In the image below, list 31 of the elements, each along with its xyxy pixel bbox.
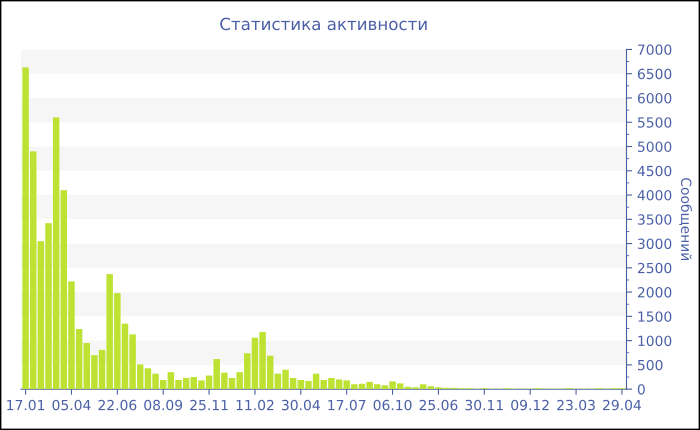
y-axis-title: Сообщений xyxy=(679,178,692,260)
chart-title: Статистика активности xyxy=(220,18,427,30)
y-tick-label: 6500 xyxy=(638,68,672,80)
x-tick-label: 05.04 xyxy=(52,400,91,410)
x-tick-label: 08.09 xyxy=(144,400,182,410)
y-tick-label: 1500 xyxy=(638,311,672,322)
y-tick-label: 500 xyxy=(638,360,663,370)
y-tick-label: 4500 xyxy=(638,166,672,176)
x-tick-label: 25.06 xyxy=(420,400,458,410)
y-tick-label: 2500 xyxy=(638,262,672,274)
y-tick-label: 4000 xyxy=(638,190,672,201)
x-tick-label: 06.10 xyxy=(374,400,412,410)
y-tick-label: 3000 xyxy=(638,238,672,250)
x-tick-label: 11.02 xyxy=(236,400,274,410)
y-tick-label: 0 xyxy=(638,384,645,395)
x-tick-label: 25.11 xyxy=(190,400,228,410)
x-tick-label: 22.06 xyxy=(98,400,136,410)
x-tick-label: 30.11 xyxy=(465,400,503,410)
y-tick-label: 7000 xyxy=(638,44,672,55)
x-tick-label: 09.12 xyxy=(511,400,549,410)
x-tick-label: 17.01 xyxy=(7,400,44,410)
y-tick-label: 1000 xyxy=(638,336,672,346)
y-tick-label: 5500 xyxy=(638,117,672,128)
x-tick-label: 29.04 xyxy=(603,400,642,410)
x-tick-label: 23.03 xyxy=(557,400,595,410)
y-tick-label: 2000 xyxy=(638,287,672,298)
x-tick-label: 30.04 xyxy=(282,400,320,410)
x-tick-label: 17.07 xyxy=(328,400,366,410)
y-tick-label: 5000 xyxy=(638,141,672,152)
y-tick-label: 3500 xyxy=(638,214,672,225)
y-tick-label: 6000 xyxy=(638,92,672,104)
